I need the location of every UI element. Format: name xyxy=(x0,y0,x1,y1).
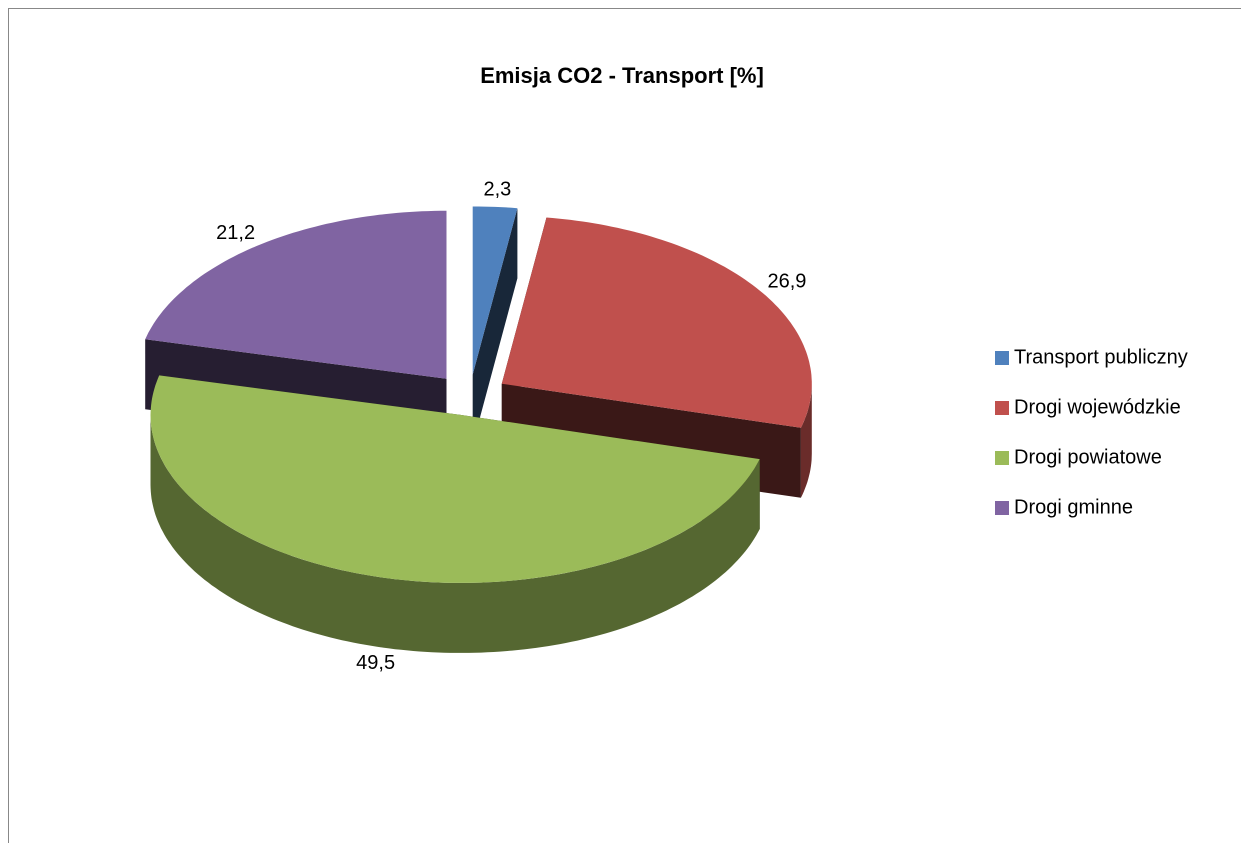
legend-label: Transport publiczny xyxy=(1014,346,1188,368)
data-label: 49,5 xyxy=(356,652,395,674)
data-label: 2,3 xyxy=(483,178,511,200)
data-label: 26,9 xyxy=(768,271,807,293)
legend-swatch xyxy=(995,351,1009,365)
data-label: 21,2 xyxy=(216,222,255,244)
legend-swatch xyxy=(995,451,1009,465)
chart-title: Emisja CO2 - Transport [%] xyxy=(480,63,764,88)
legend-label: Drogi powiatowe xyxy=(1014,446,1162,468)
legend-swatch xyxy=(995,401,1009,415)
legend-label: Drogi gminne xyxy=(1014,496,1133,518)
legend-swatch xyxy=(995,501,1009,515)
legend-label: Drogi wojewódzkie xyxy=(1014,396,1181,418)
